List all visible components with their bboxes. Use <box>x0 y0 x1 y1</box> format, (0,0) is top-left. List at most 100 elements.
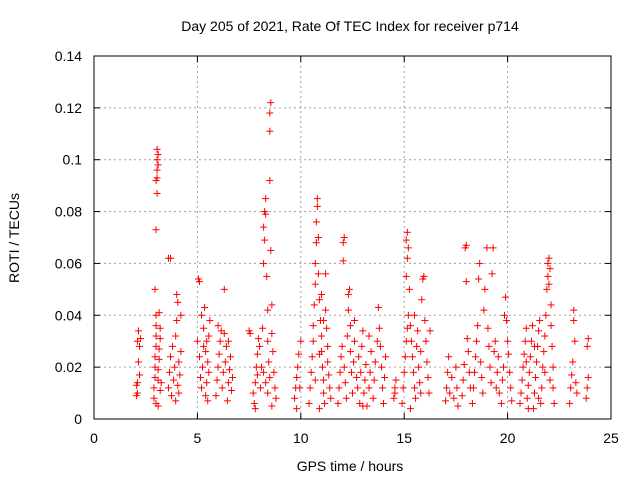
data-point <box>477 358 485 366</box>
data-point <box>485 342 493 350</box>
data-point <box>480 306 488 314</box>
data-point <box>500 311 508 319</box>
data-point <box>359 327 367 335</box>
data-point <box>260 259 268 267</box>
data-point <box>495 389 503 397</box>
data-point <box>353 374 361 382</box>
data-point <box>251 405 259 413</box>
data-point <box>573 389 581 397</box>
data-point <box>365 332 373 340</box>
data-point <box>547 301 555 309</box>
data-point <box>524 381 532 389</box>
data-point <box>549 384 557 392</box>
data-point <box>366 368 374 376</box>
data-point <box>267 246 275 254</box>
data-point <box>530 389 538 397</box>
chart-title: Day 205 of 2021, Rate Of TEC Index for r… <box>181 18 519 34</box>
data-point <box>216 337 224 345</box>
data-point <box>406 405 414 413</box>
data-point <box>172 332 180 340</box>
data-point <box>360 389 368 397</box>
data-point <box>135 371 143 379</box>
data-point <box>156 335 164 343</box>
data-point <box>153 145 161 153</box>
data-point <box>324 358 332 366</box>
data-point <box>202 392 210 400</box>
data-point <box>536 316 544 324</box>
data-point <box>550 399 558 407</box>
x-tick-label: 20 <box>500 430 516 446</box>
data-point <box>346 348 354 356</box>
y-tick-label: 0.06 <box>55 255 82 271</box>
data-point <box>306 384 314 392</box>
data-point <box>320 389 328 397</box>
data-point <box>176 371 184 379</box>
data-point <box>520 350 528 358</box>
data-point <box>486 363 494 371</box>
data-point <box>417 348 425 356</box>
data-point <box>533 358 541 366</box>
x-axis-title: GPS time / hours <box>297 458 404 474</box>
data-point <box>391 389 399 397</box>
data-point <box>474 322 482 330</box>
y-tick-label: 0.04 <box>55 307 82 323</box>
data-point <box>321 399 329 407</box>
data-point <box>570 316 578 324</box>
data-point <box>320 316 328 324</box>
data-point <box>546 376 554 384</box>
data-point <box>404 311 412 319</box>
data-point <box>312 239 320 247</box>
data-point <box>454 402 462 410</box>
data-point <box>518 376 526 384</box>
data-point <box>505 350 513 358</box>
data-point <box>264 306 272 314</box>
data-point <box>493 368 501 376</box>
data-point <box>254 335 262 343</box>
data-point <box>568 371 576 379</box>
data-point <box>157 379 165 387</box>
data-point <box>255 342 263 350</box>
data-point <box>339 239 347 247</box>
data-point <box>390 394 398 402</box>
data-point <box>375 324 383 332</box>
data-point <box>193 337 201 345</box>
data-point <box>392 376 400 384</box>
data-point <box>268 329 276 337</box>
data-point <box>220 285 228 293</box>
data-point <box>152 399 160 407</box>
data-point <box>464 348 472 356</box>
data-point <box>414 327 422 335</box>
data-point <box>420 272 428 280</box>
data-point <box>152 226 160 234</box>
data-point <box>448 374 456 382</box>
data-point <box>256 384 264 392</box>
data-point <box>272 394 280 402</box>
data-point <box>313 195 321 203</box>
data-point <box>311 280 319 288</box>
data-point <box>572 379 580 387</box>
data-point <box>472 353 480 361</box>
data-point <box>535 327 543 335</box>
data-point <box>296 384 304 392</box>
data-point <box>270 368 278 376</box>
data-point <box>315 296 323 304</box>
data-point <box>203 337 211 345</box>
y-tick-label: 0.12 <box>55 100 82 116</box>
data-point <box>177 348 185 356</box>
data-point <box>357 368 365 376</box>
data-point <box>526 353 534 361</box>
data-point <box>346 322 354 330</box>
data-point <box>250 399 258 407</box>
data-point <box>258 363 266 371</box>
data-point <box>524 405 532 413</box>
data-point <box>307 368 315 376</box>
data-point <box>155 309 163 317</box>
x-tick-label: 5 <box>194 430 202 446</box>
data-point <box>424 374 432 382</box>
data-point <box>174 298 182 306</box>
data-point <box>415 363 423 371</box>
data-point <box>355 353 363 361</box>
data-point <box>358 342 366 350</box>
data-point <box>253 371 261 379</box>
